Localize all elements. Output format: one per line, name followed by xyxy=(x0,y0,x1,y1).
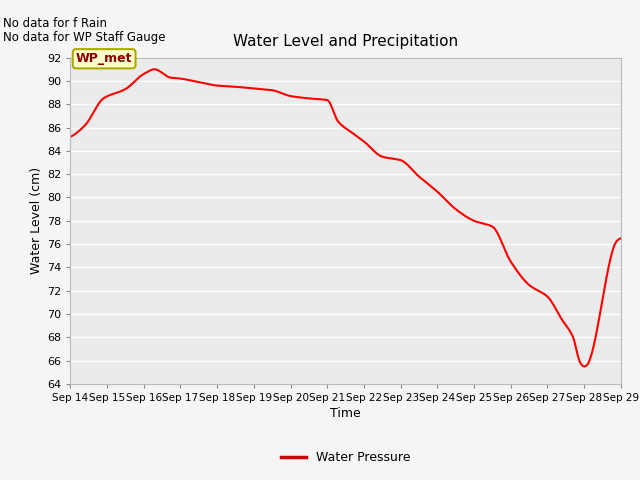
Text: No data for WP Staff Gauge: No data for WP Staff Gauge xyxy=(3,31,166,44)
X-axis label: Time: Time xyxy=(330,407,361,420)
Y-axis label: Water Level (cm): Water Level (cm) xyxy=(30,167,43,275)
Text: No data for f Rain: No data for f Rain xyxy=(3,17,108,30)
Legend: Water Pressure: Water Pressure xyxy=(276,446,415,469)
Title: Water Level and Precipitation: Water Level and Precipitation xyxy=(233,35,458,49)
Text: WP_met: WP_met xyxy=(76,52,132,65)
